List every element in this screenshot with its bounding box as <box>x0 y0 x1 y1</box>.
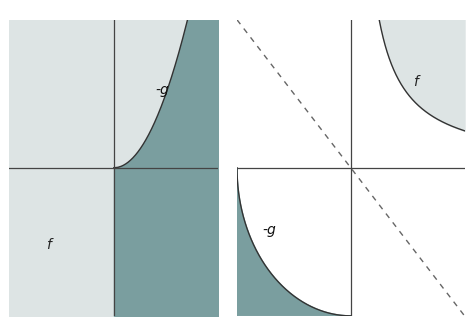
Polygon shape <box>237 168 351 316</box>
Text: -g: -g <box>155 83 169 97</box>
Text: f: f <box>413 75 418 89</box>
Text: f: f <box>46 238 51 252</box>
Text: -g: -g <box>263 223 276 238</box>
